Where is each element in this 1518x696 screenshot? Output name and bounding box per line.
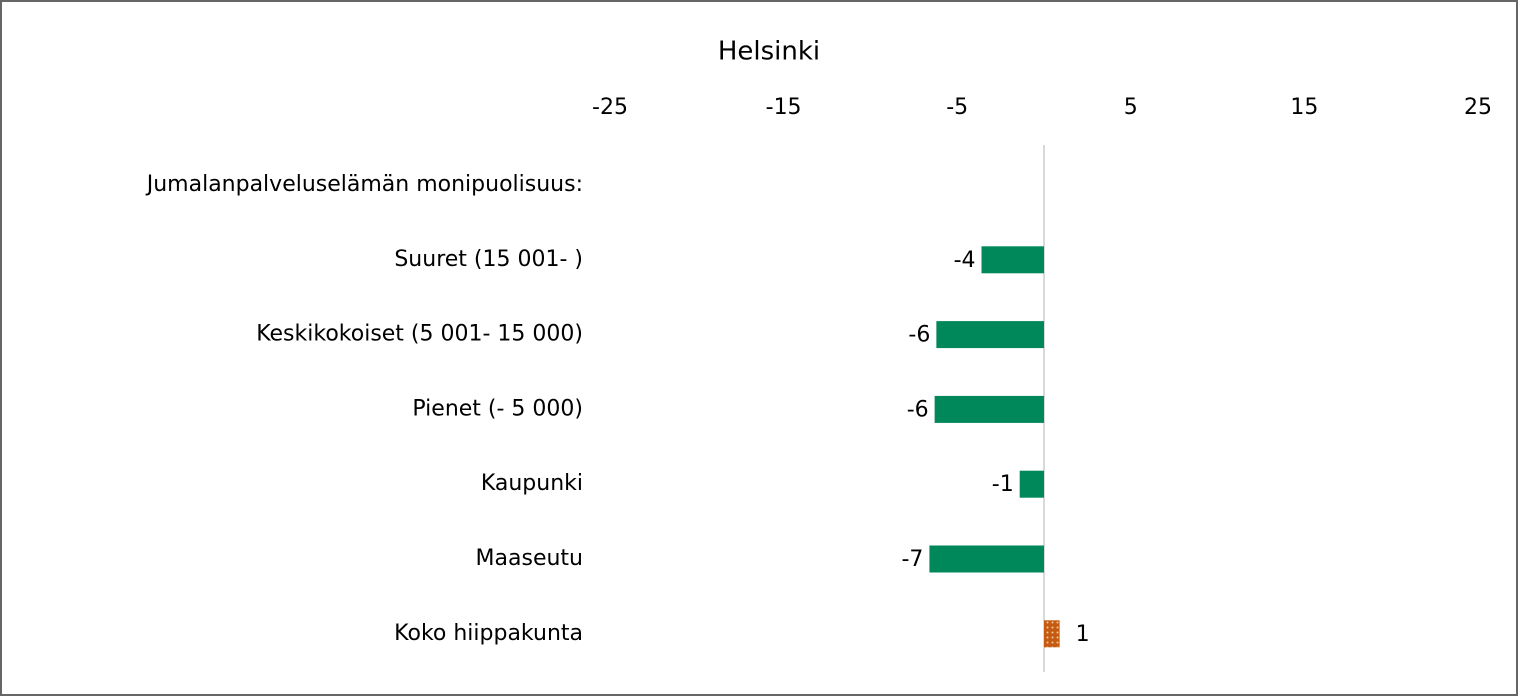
data-label: -7	[901, 547, 923, 572]
category-label: Kaupunki	[481, 471, 583, 496]
bar-pattern	[1044, 620, 1060, 648]
category-label: Jumalanpalveluselämän monipuolisuus:	[145, 172, 583, 197]
category-label: Suuret (15 001- )	[394, 247, 583, 272]
x-tick-label: 15	[1290, 95, 1318, 120]
data-label: -1	[992, 472, 1014, 497]
bar	[1019, 470, 1044, 498]
data-label: -6	[907, 397, 929, 422]
bar	[934, 395, 1044, 423]
bar	[929, 545, 1044, 573]
x-tick-label: -25	[592, 95, 628, 120]
x-tick-label: -15	[766, 95, 802, 120]
chart-title: Helsinki	[718, 37, 820, 67]
category-label: Keskikokoiset (5 001- 15 000)	[256, 322, 583, 347]
data-label: -4	[954, 248, 976, 273]
bar	[936, 321, 1044, 349]
x-tick-label: 25	[1464, 95, 1492, 120]
data-label: 1	[1076, 622, 1090, 647]
category-label: Maaseutu	[476, 546, 583, 571]
x-tick-label: -5	[946, 95, 968, 120]
x-tick-label: 5	[1124, 95, 1138, 120]
data-label: -6	[908, 323, 930, 348]
category-label: Pienet (- 5 000)	[412, 396, 583, 421]
bar	[981, 246, 1044, 274]
category-label: Koko hiippakunta	[394, 621, 583, 646]
